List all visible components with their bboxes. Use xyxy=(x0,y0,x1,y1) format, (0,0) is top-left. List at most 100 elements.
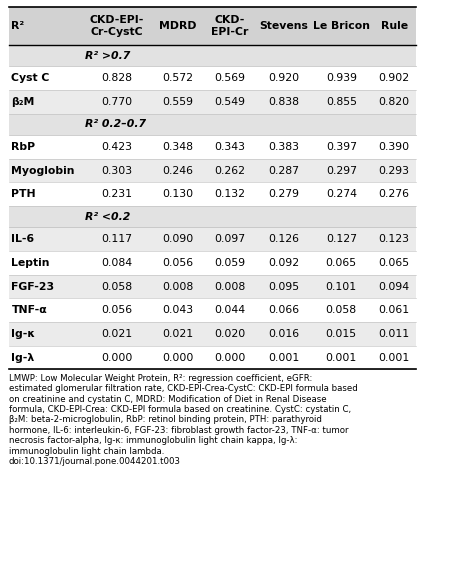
Text: 0.297: 0.297 xyxy=(326,166,357,176)
Text: 0.939: 0.939 xyxy=(326,73,357,83)
Text: IL-6: IL-6 xyxy=(11,234,35,244)
Text: 0.056: 0.056 xyxy=(162,258,193,268)
Text: 0.001: 0.001 xyxy=(268,352,299,363)
Text: 0.000: 0.000 xyxy=(101,352,133,363)
Text: 0.016: 0.016 xyxy=(268,329,299,339)
Text: 0.021: 0.021 xyxy=(101,329,133,339)
Text: PTH: PTH xyxy=(11,189,36,199)
Text: Stevens: Stevens xyxy=(259,21,308,31)
Text: 0.065: 0.065 xyxy=(379,258,410,268)
Bar xyxy=(9,45,416,66)
Text: 0.056: 0.056 xyxy=(101,305,133,315)
Text: 0.549: 0.549 xyxy=(215,97,246,107)
Bar xyxy=(9,251,416,275)
Text: 0.828: 0.828 xyxy=(101,73,133,83)
Text: 0.343: 0.343 xyxy=(215,142,246,152)
Text: 0.423: 0.423 xyxy=(101,142,133,152)
Text: 0.066: 0.066 xyxy=(268,305,299,315)
Text: 0.000: 0.000 xyxy=(162,352,193,363)
Text: 0.000: 0.000 xyxy=(214,352,246,363)
Bar xyxy=(9,322,416,346)
Text: 0.276: 0.276 xyxy=(379,189,410,199)
Text: 0.011: 0.011 xyxy=(379,329,410,339)
Text: 0.855: 0.855 xyxy=(326,97,357,107)
Text: 0.001: 0.001 xyxy=(326,352,357,363)
Text: R² <0.2: R² <0.2 xyxy=(85,212,130,222)
Text: 0.902: 0.902 xyxy=(379,73,410,83)
Text: 0.569: 0.569 xyxy=(215,73,246,83)
Text: 0.920: 0.920 xyxy=(268,73,299,83)
Bar xyxy=(9,227,416,251)
Text: 0.065: 0.065 xyxy=(326,258,357,268)
Bar xyxy=(9,298,416,322)
Text: 0.101: 0.101 xyxy=(326,282,357,292)
Text: 0.383: 0.383 xyxy=(268,142,299,152)
Bar xyxy=(9,346,416,369)
Text: 0.044: 0.044 xyxy=(215,305,246,315)
Text: 0.094: 0.094 xyxy=(379,282,410,292)
Text: 0.559: 0.559 xyxy=(162,97,193,107)
Text: R² 0.2–0.7: R² 0.2–0.7 xyxy=(85,119,146,129)
Text: 0.092: 0.092 xyxy=(268,258,299,268)
Text: Myoglobin: Myoglobin xyxy=(11,166,75,176)
Text: Ig-κ: Ig-κ xyxy=(11,329,36,339)
Text: 0.008: 0.008 xyxy=(162,282,193,292)
Text: MDRD: MDRD xyxy=(159,21,197,31)
Text: LMWP: Low Molecular Weight Protein, R²: regression coefficient, eGFR:
estimated : LMWP: Low Molecular Weight Protein, R²: … xyxy=(9,374,357,466)
Bar xyxy=(9,114,416,135)
Text: 0.287: 0.287 xyxy=(268,166,299,176)
Text: R²: R² xyxy=(11,21,25,31)
Text: Rule: Rule xyxy=(381,21,408,31)
Text: 0.231: 0.231 xyxy=(101,189,133,199)
Text: 0.001: 0.001 xyxy=(379,352,410,363)
Text: 0.090: 0.090 xyxy=(162,234,193,244)
Text: 0.246: 0.246 xyxy=(162,166,193,176)
Bar xyxy=(9,206,416,227)
Text: FGF-23: FGF-23 xyxy=(11,282,55,292)
Text: 0.084: 0.084 xyxy=(101,258,133,268)
Text: RbP: RbP xyxy=(11,142,36,152)
Text: TNF-α: TNF-α xyxy=(11,305,47,315)
Bar xyxy=(9,159,416,182)
Text: 0.348: 0.348 xyxy=(162,142,193,152)
Bar xyxy=(9,182,416,206)
Text: 0.130: 0.130 xyxy=(162,189,193,199)
Text: 0.127: 0.127 xyxy=(326,234,357,244)
Text: 0.397: 0.397 xyxy=(326,142,357,152)
Text: 0.279: 0.279 xyxy=(268,189,299,199)
Text: 0.262: 0.262 xyxy=(215,166,246,176)
Bar xyxy=(9,66,416,90)
Text: 0.303: 0.303 xyxy=(101,166,133,176)
Bar xyxy=(9,90,416,114)
Text: 0.061: 0.061 xyxy=(379,305,410,315)
Text: 0.020: 0.020 xyxy=(215,329,246,339)
Text: 0.126: 0.126 xyxy=(268,234,299,244)
Text: CKD-EPI-
Cr-CystC: CKD-EPI- Cr-CystC xyxy=(90,15,144,37)
Bar xyxy=(9,275,416,298)
Text: 0.059: 0.059 xyxy=(215,258,246,268)
Text: Cyst C: Cyst C xyxy=(11,73,50,83)
Text: Leptin: Leptin xyxy=(11,258,50,268)
Text: Ig-λ: Ig-λ xyxy=(11,352,35,363)
Bar xyxy=(9,135,416,159)
Text: 0.058: 0.058 xyxy=(101,282,133,292)
Text: 0.043: 0.043 xyxy=(162,305,193,315)
Text: 0.390: 0.390 xyxy=(379,142,410,152)
Text: 0.274: 0.274 xyxy=(326,189,357,199)
Text: β₂M: β₂M xyxy=(11,97,35,107)
Text: R² >0.7: R² >0.7 xyxy=(85,51,130,61)
Text: Le Bricon: Le Bricon xyxy=(313,21,370,31)
Text: CKD-
EPI-Cr: CKD- EPI-Cr xyxy=(211,15,249,37)
Text: 0.838: 0.838 xyxy=(268,97,299,107)
Text: 0.021: 0.021 xyxy=(162,329,193,339)
Text: 0.293: 0.293 xyxy=(379,166,410,176)
Text: 0.117: 0.117 xyxy=(101,234,133,244)
Text: 0.770: 0.770 xyxy=(101,97,133,107)
Text: 0.820: 0.820 xyxy=(379,97,410,107)
Text: 0.058: 0.058 xyxy=(326,305,357,315)
Text: 0.095: 0.095 xyxy=(268,282,299,292)
Text: 0.097: 0.097 xyxy=(215,234,246,244)
Text: 0.572: 0.572 xyxy=(162,73,193,83)
Text: 0.015: 0.015 xyxy=(326,329,357,339)
Bar xyxy=(9,7,416,45)
